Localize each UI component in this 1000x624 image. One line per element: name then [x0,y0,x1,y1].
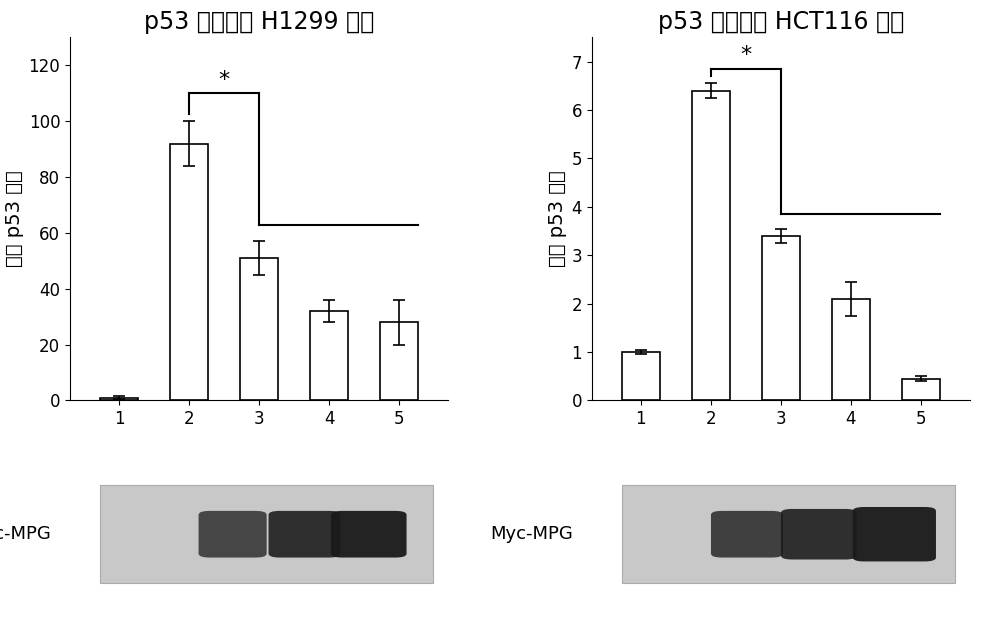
FancyBboxPatch shape [269,511,340,558]
FancyBboxPatch shape [199,511,267,558]
Y-axis label: 相对 p53 活性: 相对 p53 活性 [548,170,567,267]
Text: *: * [218,70,230,90]
Bar [100,397,138,401]
FancyBboxPatch shape [781,509,857,560]
FancyBboxPatch shape [711,511,783,558]
FancyBboxPatch shape [331,511,407,558]
Title: p53 缺失型的 HCT116 细胞: p53 缺失型的 HCT116 细胞 [658,10,904,34]
Bar [622,485,955,583]
Text: Myc-MPG: Myc-MPG [490,525,573,544]
Bar [692,90,730,401]
Bar [170,144,208,401]
Text: Myc-MPG: Myc-MPG [0,525,51,544]
Bar [832,299,870,401]
Bar [762,236,800,401]
Title: p53 缺失型的 H1299 细胞: p53 缺失型的 H1299 细胞 [144,10,374,34]
Bar [240,258,278,401]
FancyBboxPatch shape [853,507,936,562]
Y-axis label: 相对 p53 活性: 相对 p53 活性 [5,170,24,267]
Bar [310,311,348,401]
Bar [902,379,940,401]
Text: *: * [740,46,752,66]
Bar [380,322,418,401]
Bar [100,485,433,583]
Bar [622,352,660,401]
